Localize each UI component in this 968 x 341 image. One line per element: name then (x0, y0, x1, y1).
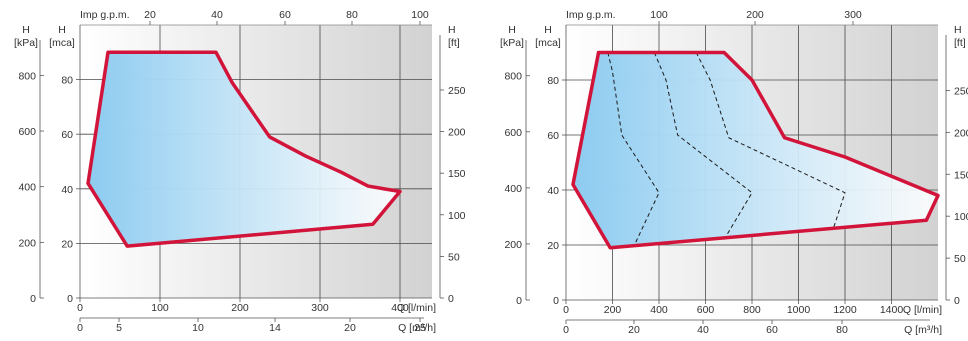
q-lmin-tick-label: 100 (151, 302, 169, 314)
mca-tick-label: 80 (547, 75, 559, 87)
performance-curve-3 (695, 52, 846, 229)
q-m3h-tick-label: 60 (766, 324, 778, 336)
imp-gpm-tick-label: 100 (411, 9, 429, 21)
ft-tick-label: 150 (954, 169, 968, 181)
ft-axis-label: H (448, 24, 456, 36)
mca-tick-label: 0 (67, 293, 73, 305)
kpa-tick-label: 600 (504, 127, 522, 139)
envelope-outline (571, 50, 940, 250)
kpa-tick-label: 0 (516, 295, 522, 307)
q-lmin-tick-label: 1200 (833, 304, 857, 316)
kpa-axis-label: H (22, 24, 30, 36)
ft-tick-label: 0 (954, 295, 960, 307)
performance-curve-1 (607, 52, 660, 243)
ft-axis-unit: [ft] (448, 37, 460, 49)
q-m3h-tick-label: 10 (192, 322, 204, 334)
ft-axis-unit: [ft] (954, 37, 966, 49)
ft-tick-label: 250 (448, 85, 466, 97)
ft-tick-label: 0 (448, 293, 454, 305)
q-lmin-tick-label: 400 (650, 304, 668, 316)
kpa-axis-unit: [kPa] (500, 37, 524, 49)
chart-2: 0204060800200400600800050100150200250020… (500, 9, 968, 336)
q-lmin-tick-label: 200 (604, 304, 622, 316)
q-lmin-tick-label: 0 (563, 304, 569, 316)
mca-tick-label: 60 (547, 130, 559, 142)
imp-gpm-tick-label: 300 (844, 9, 862, 21)
ft-tick-label: 100 (954, 211, 968, 223)
kpa-tick-label: 400 (18, 182, 36, 194)
ft-axis-label: H (954, 24, 962, 36)
q-lmin-tick-label: 300 (311, 302, 329, 314)
q-m3h-tick-label: 20 (628, 324, 640, 336)
imp-gpm-tick-label: 80 (346, 9, 358, 21)
imp-gpm-tick-label: 20 (144, 9, 156, 21)
ft-tick-label: 50 (448, 251, 460, 263)
imp-gpm-tick-label: 200 (746, 9, 764, 21)
q-m3h-tick-label: 14 (269, 322, 281, 334)
ft-tick-label: 150 (448, 168, 466, 180)
mca-axis-label: H (544, 24, 552, 36)
imp-gpm-tick-label: 60 (279, 9, 291, 21)
q-m3h-axis-label: Q [m³/h] (398, 322, 436, 334)
mca-axis-label: H (58, 24, 66, 36)
q-m3h-tick-label: 80 (836, 324, 848, 336)
kpa-tick-label: 200 (18, 237, 36, 249)
q-m3h-tick-label: 25 (414, 322, 426, 334)
ft-tick-label: 250 (954, 85, 968, 97)
mca-axis-unit: [mca] (49, 37, 75, 49)
q-m3h-axis-label: Q [m³/h] (904, 324, 942, 336)
kpa-tick-label: 400 (504, 183, 522, 195)
q-m3h-tick-label: 5 (116, 322, 122, 334)
kpa-tick-label: 200 (504, 239, 522, 251)
ft-tick-label: 200 (448, 127, 466, 139)
q-m3h-tick-label: 20 (344, 322, 356, 334)
kpa-axis-unit: [kPa] (14, 37, 38, 49)
kpa-tick-label: 600 (18, 126, 36, 138)
envelope-outline (86, 50, 402, 248)
imp-gpm-tick-label: 100 (650, 9, 668, 21)
q-lmin-axis-label: Q [l/min] (397, 302, 436, 314)
kpa-tick-label: 0 (30, 293, 36, 305)
q-m3h-tick-label: 0 (77, 322, 83, 334)
mca-axis-unit: [mca] (535, 37, 561, 49)
mca-tick-label: 60 (61, 129, 73, 141)
kpa-tick-label: 800 (18, 70, 36, 82)
q-lmin-tick-label: 1000 (787, 304, 811, 316)
mca-tick-label: 40 (61, 184, 73, 196)
kpa-axis-label: H (508, 24, 516, 36)
performance-curve-2 (653, 52, 753, 240)
ft-tick-label: 200 (954, 127, 968, 139)
q-lmin-axis-label: Q [l/min] (903, 304, 942, 316)
mca-tick-label: 80 (61, 75, 73, 87)
q-m3h-tick-label: 0 (563, 324, 569, 336)
imp-gpm-tick-label: 40 (211, 9, 223, 21)
mca-tick-label: 40 (547, 185, 559, 197)
mca-tick-label: 20 (61, 238, 73, 250)
imp-gpm-axis-label: Imp g.p.m. (80, 9, 130, 21)
q-lmin-tick-label: 400 (391, 302, 409, 314)
mca-tick-label: 0 (553, 295, 559, 307)
q-lmin-tick-label: 200 (231, 302, 249, 314)
ft-tick-label: 100 (448, 210, 466, 222)
q-m3h-tick-label: 40 (697, 324, 709, 336)
q-lmin-tick-label: 600 (697, 304, 715, 316)
q-lmin-tick-label: 800 (743, 304, 761, 316)
kpa-tick-label: 800 (504, 71, 522, 83)
q-lmin-tick-label: 1400 (880, 304, 904, 316)
ft-tick-label: 50 (954, 253, 966, 265)
mca-tick-label: 20 (547, 240, 559, 252)
q-lmin-tick-label: 0 (77, 302, 83, 314)
envelope-fill (88, 52, 400, 247)
imp-gpm-axis-label: Imp g.p.m. (566, 9, 616, 21)
